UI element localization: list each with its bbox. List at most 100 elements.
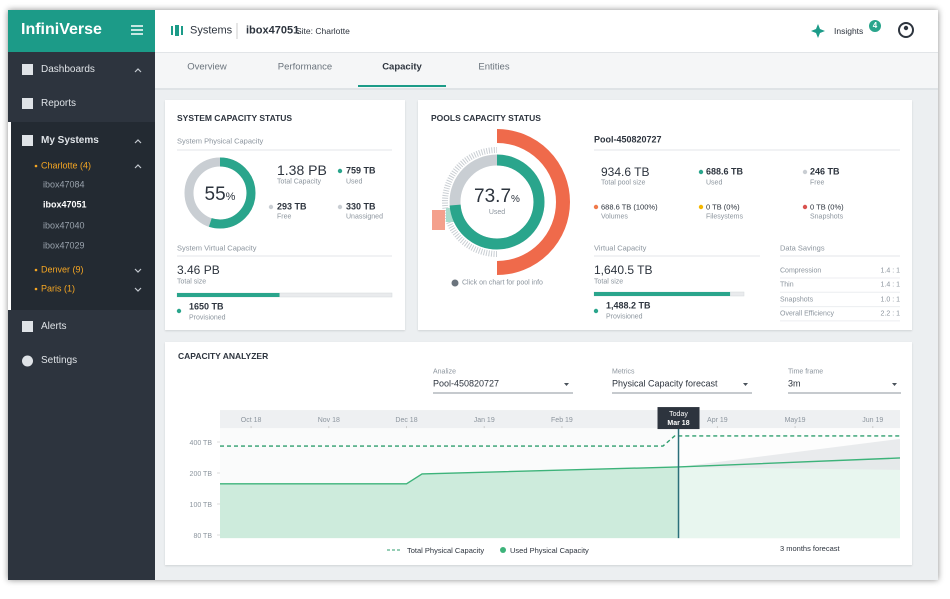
brand: InfiniVerse	[21, 21, 102, 38]
savings-value: 1.0 : 1	[880, 296, 900, 304]
stat-value: 1.38 PB	[277, 162, 327, 178]
pool-name: Pool-450820727	[594, 134, 662, 145]
insights[interactable]: Insights	[834, 25, 864, 36]
legend-label: Total Physical Capacity	[407, 546, 484, 555]
stat-label: Volumes	[601, 213, 628, 221]
stat-label: Total pool size	[601, 179, 646, 187]
series-line	[220, 435, 900, 447]
percent-value: 73.7	[474, 186, 511, 207]
stat-label: Free	[810, 179, 825, 187]
axis-strip	[220, 410, 900, 429]
stat-value: 330 TB	[346, 201, 376, 212]
insights-icon[interactable]	[811, 24, 825, 38]
stat-label: Free	[277, 213, 292, 221]
section-label: System Virtual Capacity	[177, 243, 257, 253]
stat-value: 688.6 TB	[706, 166, 744, 177]
nav-item[interactable]: My Systems	[41, 135, 99, 146]
bullet	[593, 204, 599, 210]
tab[interactable]: Overview	[187, 61, 227, 73]
x-tick-label: Jun 19	[862, 417, 883, 424]
progress-fill	[177, 293, 280, 297]
filter-value[interactable]: 3m	[788, 378, 801, 389]
savings-label: Thin	[780, 281, 794, 289]
pool-outer-track	[442, 147, 498, 257]
x-tick-label: Nov 18	[318, 417, 340, 424]
stat-value: 688.6 TB (100%)	[601, 202, 658, 212]
top-bar	[155, 10, 938, 53]
y-tick-label: 100 TB	[190, 502, 213, 509]
x-tick-label: May19	[785, 417, 806, 424]
system-item[interactable]: ibox47029	[43, 240, 85, 251]
percent-value: 55	[205, 184, 226, 205]
filter-value[interactable]: Physical Capacity forecast	[612, 378, 718, 389]
nav-item[interactable]: Settings	[41, 355, 78, 366]
nav-item[interactable]: Alerts	[41, 321, 67, 332]
stat-label: Unassigned	[346, 213, 383, 221]
bullet	[698, 204, 704, 210]
donut-used	[184, 157, 256, 229]
legend-label: Used Physical Capacity	[510, 546, 589, 555]
bullet	[698, 169, 704, 175]
stat-value: 0 TB (0%)	[706, 202, 740, 212]
stat-label: Total Capacity	[277, 178, 321, 186]
bullet	[593, 308, 599, 314]
percent-sign: %	[226, 191, 236, 203]
stat-label: Total size	[594, 278, 624, 286]
site-item[interactable]: Charlotte (4)	[41, 160, 92, 171]
savings-value: 2.2 : 1	[880, 310, 900, 318]
savings-label: Snapshots	[780, 296, 814, 304]
logo-bar	[8, 10, 155, 52]
section-label: System Physical Capacity	[177, 136, 264, 146]
percent-sign: %	[511, 194, 520, 205]
filter-label: Time frame	[788, 368, 824, 376]
today-flag	[657, 407, 700, 430]
stat-label: Filesystems	[706, 213, 743, 221]
filter-label: Metrics	[612, 368, 635, 376]
active-tab-indicator	[358, 85, 446, 87]
donut-percent: 73.7%	[474, 186, 520, 207]
stat-value: 1650 TB	[189, 301, 224, 312]
today-label: Today	[669, 411, 688, 418]
chevrons[interactable]	[134, 68, 142, 292]
stat-value: 293 TB	[277, 201, 307, 212]
stat-label: Snapshots	[810, 213, 844, 221]
donut-caption: Used	[489, 209, 505, 216]
my-systems-section	[8, 122, 155, 310]
system-item[interactable]: ibox47040	[43, 220, 85, 231]
bullet	[802, 169, 808, 175]
stat-label: Total size	[177, 278, 207, 286]
x-tick-label: Feb 19	[551, 417, 573, 424]
hamburger-icon[interactable]	[131, 25, 143, 35]
tab[interactable]: Performance	[277, 61, 333, 73]
nav-item[interactable]: Dashboards	[41, 64, 95, 75]
system-name: ibox47051	[246, 24, 300, 37]
pool-outer-ring	[496, 129, 570, 275]
stat-value: 934.6 TB	[601, 165, 650, 179]
user-icon[interactable]	[898, 22, 914, 38]
filter-value[interactable]: Pool-450820727	[433, 378, 500, 389]
filter-label: Analize	[433, 368, 456, 376]
bullet	[802, 204, 808, 210]
breadcrumb[interactable]: Systems	[190, 24, 233, 37]
nav-item[interactable]: Reports	[41, 98, 77, 109]
y-tick-label: 80 TB	[193, 533, 212, 540]
stat-value: 1,640.5 TB	[594, 263, 653, 277]
stat-value: 759 TB	[346, 165, 376, 176]
y-tick-label: 200 TB	[190, 471, 213, 478]
tab[interactable]: Entities	[478, 61, 510, 73]
site-item[interactable]: Paris (1)	[41, 283, 76, 294]
stat-label: Provisioned	[606, 313, 643, 321]
system-item[interactable]: ibox47051	[43, 199, 87, 210]
system-item[interactable]: ibox47084	[43, 179, 85, 190]
tab[interactable]: Capacity	[382, 61, 422, 73]
forecast-label: 3 months forecast	[780, 544, 841, 553]
site-item[interactable]: Denver (9)	[41, 264, 84, 275]
card-title: POOLS CAPACITY STATUS	[431, 112, 541, 123]
card-title: CAPACITY ANALYZER	[178, 350, 269, 361]
stat-label: Used	[346, 178, 363, 186]
x-tick-label: Dec 18	[395, 417, 417, 424]
stat-value: 3.46 PB	[177, 263, 220, 277]
select-arrow	[743, 383, 748, 386]
